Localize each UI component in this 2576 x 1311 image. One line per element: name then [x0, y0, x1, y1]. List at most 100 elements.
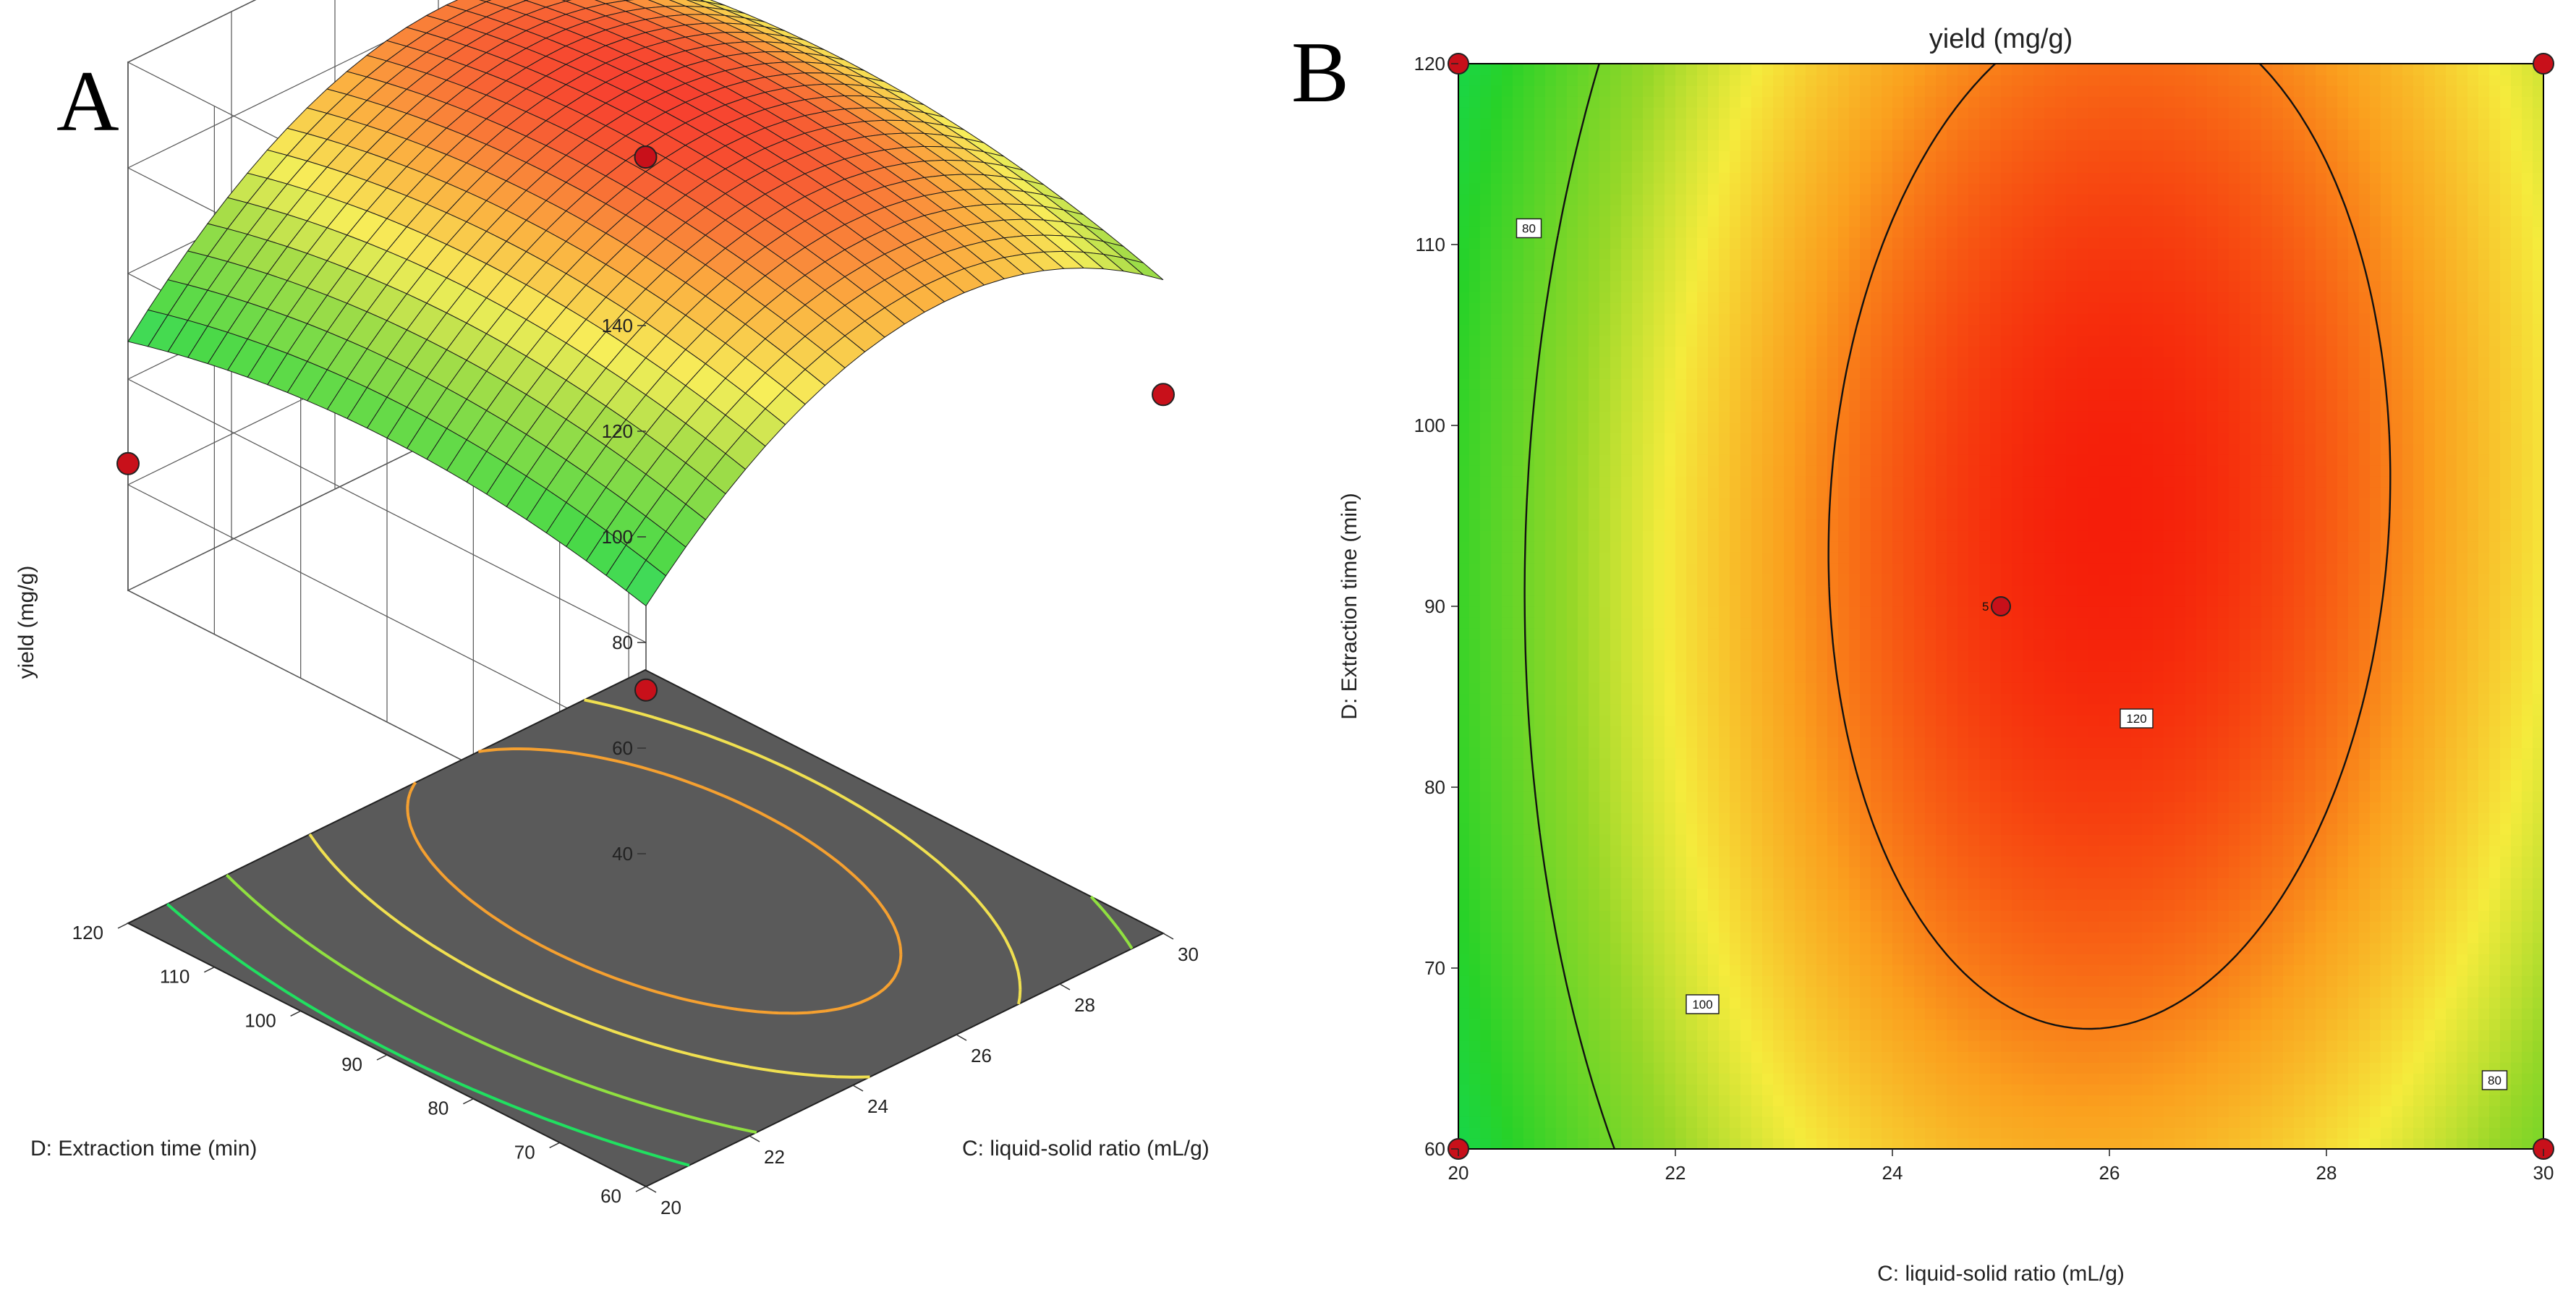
heatmap-cell	[1502, 1138, 1513, 1149]
heatmap-cell	[1458, 454, 1470, 466]
heatmap-cell	[1643, 975, 1654, 987]
heatmap-cell	[1882, 661, 1893, 672]
heatmap-cell	[1621, 1019, 1633, 1030]
heatmap-cell	[1523, 780, 1535, 792]
x-tick-mark	[956, 1034, 967, 1041]
heatmap-cell	[1513, 1073, 1524, 1085]
heatmap-cell	[1675, 878, 1687, 889]
heatmap-cell	[1686, 932, 1698, 943]
heatmap-cell	[1621, 422, 1633, 433]
heatmap-cell	[1599, 595, 1611, 607]
heatmap-cell	[1827, 899, 1839, 911]
heatmap-cell	[1534, 1095, 1546, 1106]
heatmap-cell	[1882, 1073, 1893, 1085]
heatmap-cell	[1871, 769, 1882, 781]
heatmap-cell	[1827, 150, 1839, 162]
heatmap-cell	[1567, 1138, 1578, 1149]
heatmap-cell	[1632, 899, 1644, 911]
heatmap-cell	[1740, 313, 1752, 325]
heatmap-cell	[1730, 769, 1741, 781]
heatmap-cell	[1892, 237, 1904, 249]
heatmap-cell	[1697, 487, 1709, 498]
heatmap-cell	[1534, 324, 1546, 336]
heatmap-cell	[1578, 422, 1589, 433]
heatmap-cell	[1469, 954, 1481, 965]
heatmap-cell	[1871, 324, 1882, 336]
surface-cell	[625, 559, 667, 607]
heatmap-cell	[1860, 834, 1871, 846]
heatmap-cell	[1892, 888, 1904, 900]
heatmap-cell	[1871, 129, 1882, 140]
heatmap-cell	[1773, 943, 1785, 954]
heatmap-cell	[1708, 932, 1720, 943]
heatmap-cell	[1621, 509, 1633, 520]
heatmap-cell	[1871, 237, 1882, 249]
heatmap-cell	[1654, 194, 1665, 205]
heatmap-cell	[1708, 292, 1720, 303]
heatmap-cell	[1708, 954, 1720, 965]
heatmap-cell	[1545, 595, 1557, 607]
heatmap-cell	[1556, 530, 1568, 542]
heatmap-cell	[1610, 899, 1622, 911]
heatmap-cell	[1491, 129, 1502, 140]
heatmap-cell	[1534, 888, 1546, 900]
heatmap-cell	[1599, 726, 1611, 737]
heatmap-cell	[1849, 975, 1861, 987]
heatmap-cell	[1589, 1030, 1600, 1041]
heatmap-cell	[1469, 129, 1481, 140]
heatmap-cell	[1882, 248, 1893, 260]
heatmap-cell	[1686, 1030, 1698, 1041]
heatmap-cell	[1708, 324, 1720, 336]
heatmap-cell	[1762, 1138, 1774, 1149]
heatmap-cell	[1491, 400, 1502, 412]
heatmap-cell	[1871, 226, 1882, 238]
heatmap-cell	[1686, 487, 1698, 498]
heatmap-cell	[1654, 75, 1665, 86]
heatmap-cell	[1773, 704, 1785, 716]
heatmap-cell	[1871, 737, 1882, 748]
heatmap-cell	[1730, 129, 1741, 140]
heatmap-cell	[1740, 726, 1752, 737]
heatmap-cell	[1458, 574, 1470, 585]
heatmap-cell	[1892, 1127, 1904, 1139]
surface-plot-panel: A 14012010080604060708090100110120202224…	[14, 0, 1210, 1218]
heatmap-cell	[1545, 1019, 1557, 1030]
heatmap-cell	[1892, 943, 1904, 954]
heatmap-cell	[1795, 541, 1806, 553]
heatmap-cell	[1654, 96, 1665, 108]
heatmap-cell	[1903, 433, 1915, 444]
heatmap-cell	[1480, 140, 1492, 151]
heatmap-cell	[1730, 867, 1741, 878]
heatmap-cell	[1773, 552, 1785, 564]
heatmap-cell	[1816, 1095, 1828, 1106]
heatmap-cell	[1697, 910, 1709, 922]
heatmap-cell	[1480, 75, 1492, 86]
heatmap-cell	[1730, 650, 1741, 661]
y-tick-mark	[290, 1010, 302, 1017]
heatmap-cell	[1719, 1127, 1730, 1139]
heatmap-cell	[1534, 172, 1546, 184]
heatmap-cell	[1806, 302, 1817, 314]
heatmap-cell	[1784, 1138, 1795, 1149]
heatmap-cell	[1665, 411, 1676, 423]
heatmap-cell	[1458, 422, 1470, 433]
heatmap-cell	[1654, 856, 1665, 867]
heatmap-cell	[1784, 270, 1795, 281]
heatmap-cell	[1860, 519, 1871, 531]
heatmap-cell	[1545, 129, 1557, 140]
heatmap-cell	[1751, 780, 1763, 792]
heatmap-cell	[1469, 161, 1481, 173]
y-tick-label: 70	[514, 1141, 535, 1163]
heatmap-cell	[1469, 1095, 1481, 1106]
heatmap-cell	[1860, 639, 1871, 650]
heatmap-cell	[1675, 682, 1687, 694]
heatmap-cell	[1903, 1127, 1915, 1139]
heatmap-cell	[1740, 335, 1752, 347]
heatmap-cell	[1643, 574, 1654, 585]
heatmap-cell	[1686, 867, 1698, 878]
heatmap-cell	[1892, 378, 1904, 390]
heatmap-cell	[1458, 259, 1470, 271]
heatmap-cell	[1502, 639, 1513, 650]
heatmap-cell	[1610, 433, 1622, 444]
heatmap-cell	[1654, 964, 1665, 976]
